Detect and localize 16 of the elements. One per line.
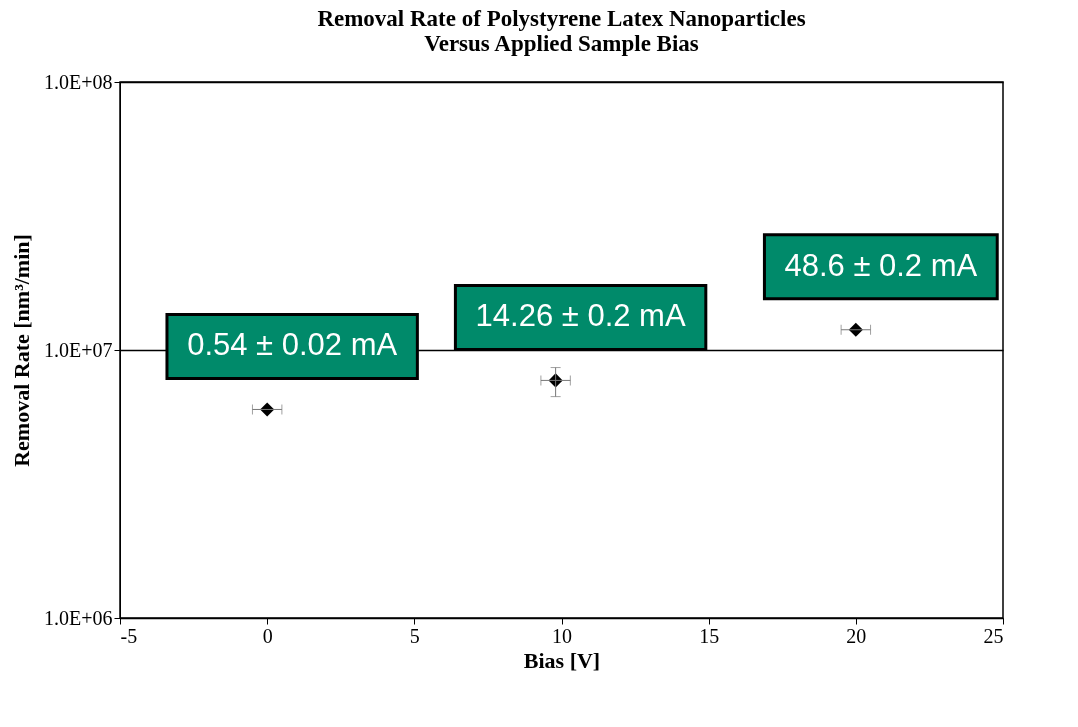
annotation: 48.6 ± 0.2 mA [784, 247, 978, 283]
y-tick-label: 1.0E+08 [44, 70, 113, 93]
chart-title: Removal Rate of Polystyrene Latex Nanoparticles Versus Applied Sample Bias [317, 6, 806, 56]
x-tick-label: 15 [699, 624, 720, 647]
x-tick-label: 25 [983, 624, 1004, 647]
y-tick-label: 1.0E+07 [44, 338, 113, 361]
annotation: 0.54 ± 0.02 mA [187, 327, 398, 363]
y-tick-label: 1.0E+06 [44, 606, 113, 629]
x-axis-title: Bias [V] [523, 647, 601, 673]
x-tick-label: 10 [552, 624, 572, 647]
x-tick-label: 20 [846, 624, 867, 647]
x-tick-label: 5 [409, 624, 420, 647]
x-tick-label: 0 [262, 624, 273, 647]
y-axis-title: Removal Rate [nm³/min] [9, 234, 34, 467]
x-tick-label: -5 [120, 624, 138, 647]
annotation: 14.26 ± 0.2 mA [475, 298, 686, 334]
